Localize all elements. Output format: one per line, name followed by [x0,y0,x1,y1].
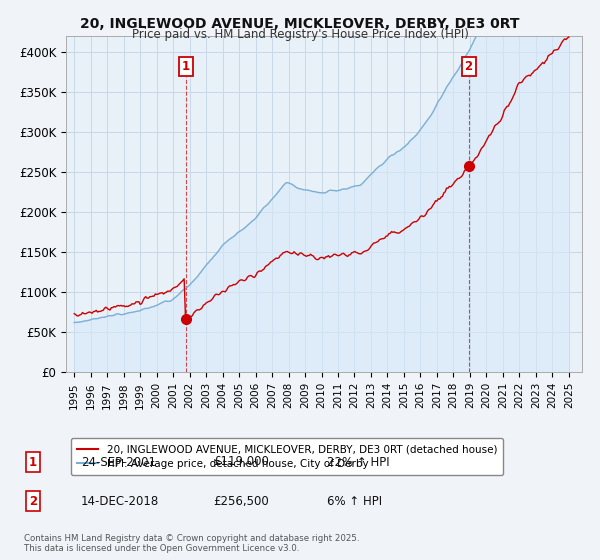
Text: Price paid vs. HM Land Registry's House Price Index (HPI): Price paid vs. HM Land Registry's House … [131,28,469,41]
Text: £256,500: £256,500 [213,494,269,508]
Text: 1: 1 [181,60,190,73]
Text: 2: 2 [464,60,473,73]
Text: 20, INGLEWOOD AVENUE, MICKLEOVER, DERBY, DE3 0RT: 20, INGLEWOOD AVENUE, MICKLEOVER, DERBY,… [80,17,520,31]
Text: £119,000: £119,000 [213,455,269,469]
Text: 24-SEP-2001: 24-SEP-2001 [81,455,156,469]
Text: 14-DEC-2018: 14-DEC-2018 [81,494,159,508]
Text: 22% ↑ HPI: 22% ↑ HPI [327,455,389,469]
Text: 6% ↑ HPI: 6% ↑ HPI [327,494,382,508]
Text: 1: 1 [29,455,37,469]
Text: Contains HM Land Registry data © Crown copyright and database right 2025.
This d: Contains HM Land Registry data © Crown c… [24,534,359,553]
Legend: 20, INGLEWOOD AVENUE, MICKLEOVER, DERBY, DE3 0RT (detached house), HPI: Average : 20, INGLEWOOD AVENUE, MICKLEOVER, DERBY,… [71,438,503,475]
Text: 2: 2 [29,494,37,508]
